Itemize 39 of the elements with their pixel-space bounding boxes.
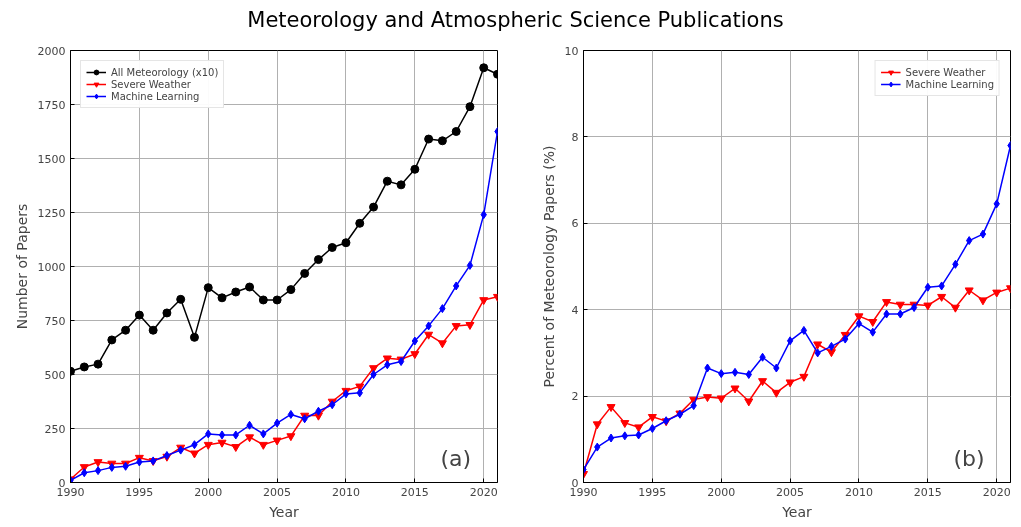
x-tick-label: 2000: [194, 485, 223, 499]
y-tick-label: 2000: [37, 44, 66, 58]
x-tick-label: 2010: [844, 485, 873, 499]
x-tick-label: 1990: [569, 485, 598, 499]
x-tick-label: 2005: [263, 485, 292, 499]
chart-title: Meteorology and Atmospheric Science Publications: [247, 7, 784, 34]
x-tick-label: 2005: [776, 485, 805, 499]
x-tick-label: 1990: [56, 485, 85, 499]
annotation: (a): [440, 445, 472, 471]
x-axis-title: Year: [268, 503, 300, 520]
y-tick-label: 1000: [37, 260, 66, 274]
y-axis-title: Number of Papers: [13, 203, 30, 330]
x-tick-label: 2015: [400, 485, 429, 499]
x-tick-label: 2010: [331, 485, 360, 499]
legend-label: All Meteorology (x10): [111, 66, 219, 78]
x-tick-label: 2020: [982, 485, 1011, 499]
x-axis-title: Year: [781, 503, 813, 520]
y-tick-label: 1500: [37, 152, 66, 166]
y-tick-label: 250: [44, 422, 66, 436]
y-tick-label: 750: [44, 314, 66, 328]
y-tick-label: 4: [571, 303, 579, 317]
x-tick-label: 2020: [469, 485, 498, 499]
legend-label: Severe Weather: [905, 66, 986, 78]
x-tick-label: 2000: [707, 485, 736, 499]
y-tick-label: 10: [564, 44, 579, 58]
y-tick-label: 8: [571, 130, 579, 144]
y-tick-label: 2: [571, 390, 579, 404]
x-tick-label: 1995: [125, 485, 154, 499]
legend-label: Machine Learning: [111, 90, 200, 102]
x-tick-label: 1995: [638, 485, 667, 499]
y-tick-label: 1250: [37, 206, 66, 220]
legend-label: Severe Weather: [111, 78, 191, 90]
y-tick-label: 500: [44, 368, 66, 382]
y-axis-title: Percent of Meteorology Papers (%): [540, 145, 557, 388]
y-tick-label: 6: [571, 217, 579, 231]
legend-label: Machine Learning: [905, 78, 994, 90]
y-tick-label: 1750: [37, 98, 66, 112]
x-tick-label: 2015: [913, 485, 942, 499]
annotation: (b): [953, 445, 985, 471]
